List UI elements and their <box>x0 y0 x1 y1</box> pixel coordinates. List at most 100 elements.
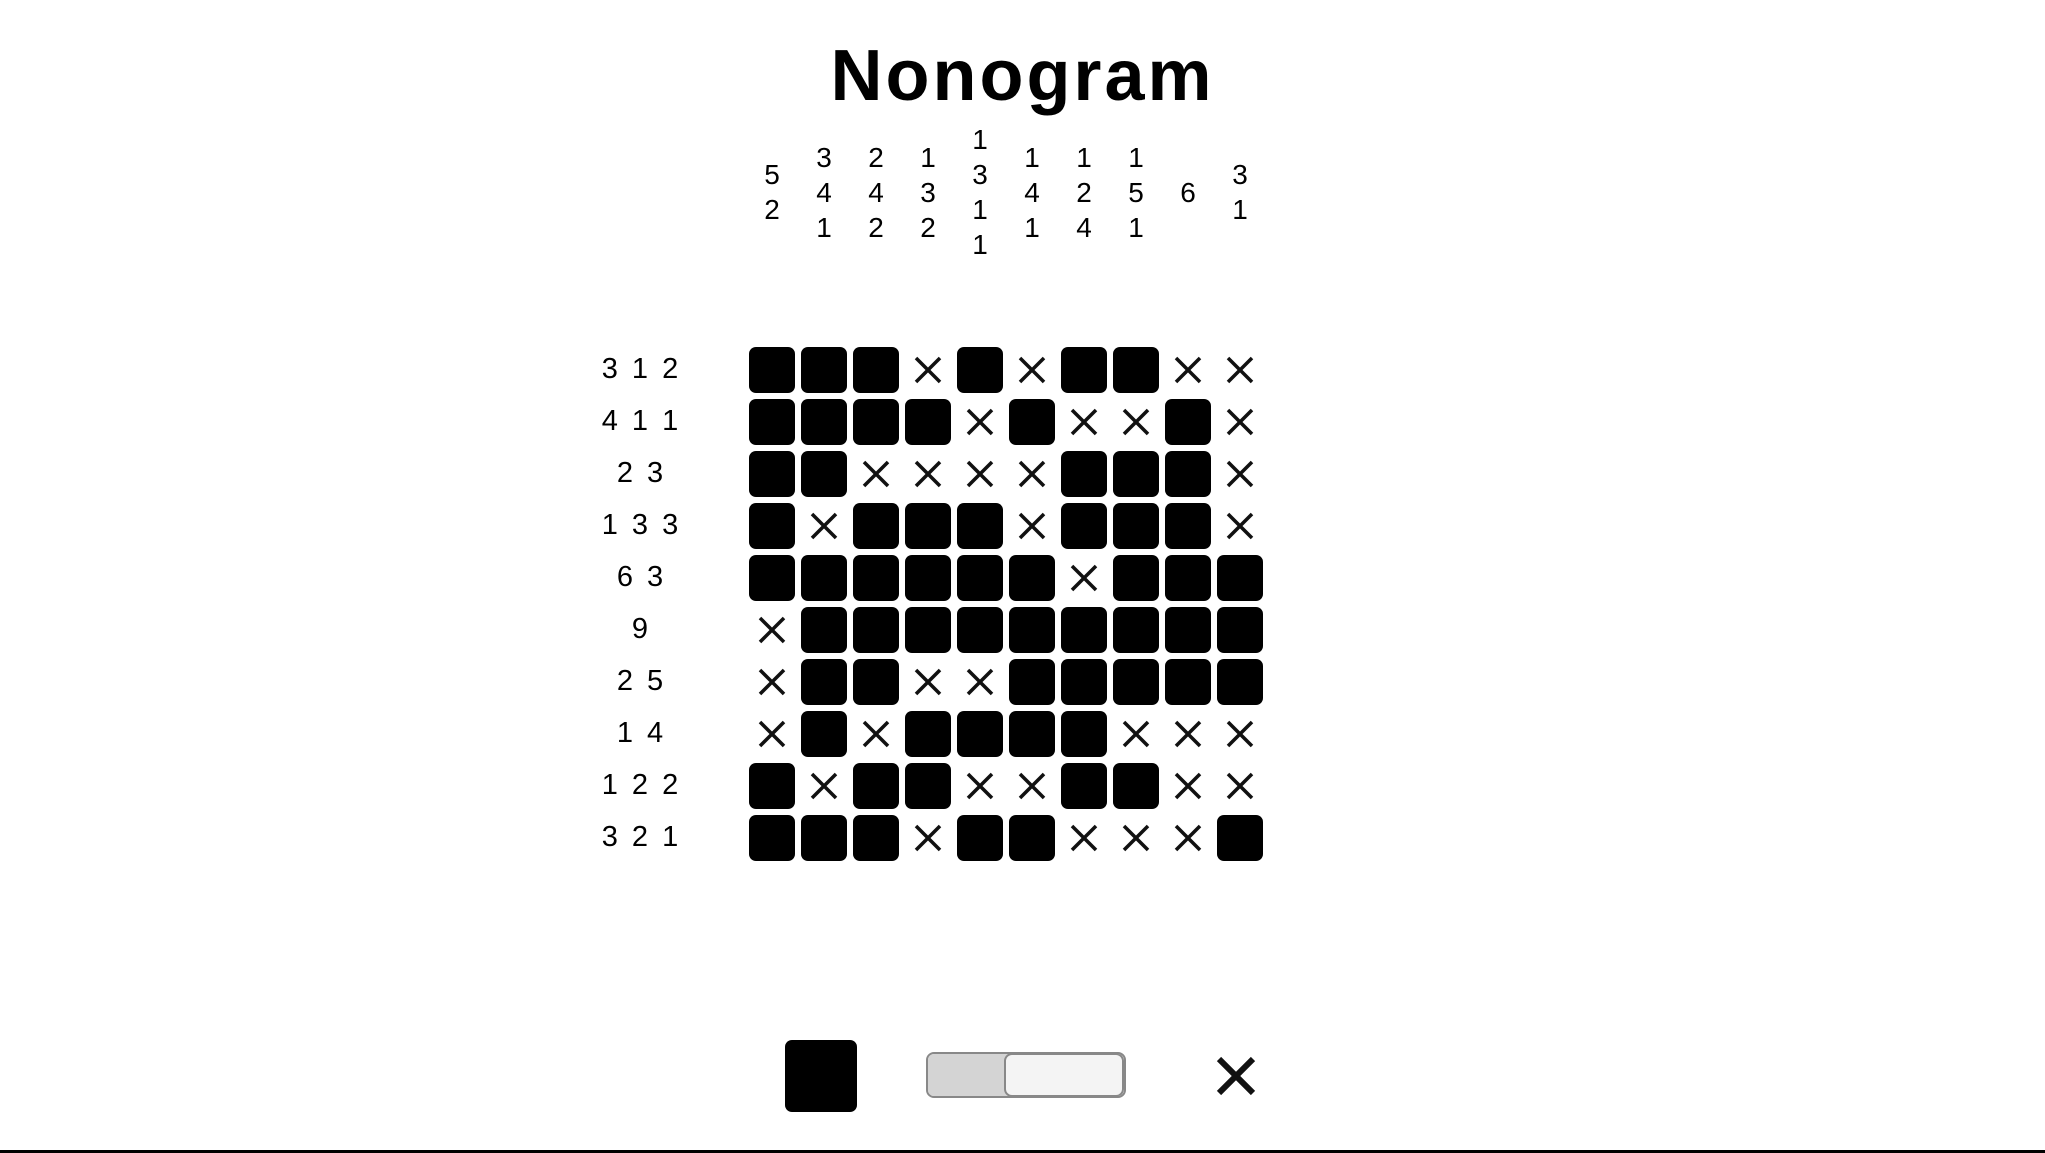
grid-cell-filled[interactable] <box>1162 448 1214 500</box>
grid-cell-filled[interactable] <box>746 760 798 812</box>
grid-cell-filled[interactable] <box>1162 656 1214 708</box>
grid-cell-filled[interactable] <box>1058 344 1110 396</box>
grid-cell-filled[interactable] <box>1162 396 1214 448</box>
grid-cell-crossed[interactable] <box>1006 344 1058 396</box>
grid-cell-filled[interactable] <box>1110 448 1162 500</box>
grid-cell-crossed[interactable] <box>1058 812 1110 864</box>
grid-cell-filled[interactable] <box>798 656 850 708</box>
grid-cell-filled[interactable] <box>850 604 902 656</box>
grid-cell-filled[interactable] <box>1110 552 1162 604</box>
mode-toggle[interactable] <box>926 1052 1126 1098</box>
grid-cell-filled[interactable] <box>850 552 902 604</box>
grid-cell-filled[interactable] <box>1006 812 1058 864</box>
grid-cell-filled[interactable] <box>746 552 798 604</box>
grid-cell-filled[interactable] <box>1162 604 1214 656</box>
grid-cell-filled[interactable] <box>1214 604 1266 656</box>
grid-cell-filled[interactable] <box>1110 604 1162 656</box>
grid-cell-crossed[interactable] <box>1162 708 1214 760</box>
grid-cell-filled[interactable] <box>746 500 798 552</box>
grid-cell-filled[interactable] <box>1110 760 1162 812</box>
grid-cell-crossed[interactable] <box>1162 760 1214 812</box>
grid-cell-filled[interactable] <box>902 500 954 552</box>
grid-cell-filled[interactable] <box>1110 500 1162 552</box>
grid-cell-filled[interactable] <box>798 552 850 604</box>
grid-cell-filled[interactable] <box>954 604 1006 656</box>
grid-cell-filled[interactable] <box>850 396 902 448</box>
grid-cell-crossed[interactable] <box>1006 448 1058 500</box>
grid-cell-crossed[interactable] <box>1214 708 1266 760</box>
grid-cell-crossed[interactable] <box>1110 708 1162 760</box>
grid-cell-crossed[interactable] <box>954 396 1006 448</box>
grid-cell-filled[interactable] <box>1006 604 1058 656</box>
grid-cell-filled[interactable] <box>954 812 1006 864</box>
grid-cell-filled[interactable] <box>954 552 1006 604</box>
grid-cell-crossed[interactable] <box>902 656 954 708</box>
grid-cell-filled[interactable] <box>850 812 902 864</box>
grid-cell-filled[interactable] <box>746 448 798 500</box>
grid-cell-filled[interactable] <box>902 396 954 448</box>
grid-cell-crossed[interactable] <box>1110 812 1162 864</box>
grid-cell-crossed[interactable] <box>1214 344 1266 396</box>
grid-cell-crossed[interactable] <box>902 344 954 396</box>
grid-cell-filled[interactable] <box>1058 500 1110 552</box>
grid-cell-crossed[interactable] <box>1214 396 1266 448</box>
grid-cell-filled[interactable] <box>1058 708 1110 760</box>
grid-cell-filled[interactable] <box>798 604 850 656</box>
grid-cell-filled[interactable] <box>746 396 798 448</box>
grid-cell-filled[interactable] <box>1006 708 1058 760</box>
grid-cell-filled[interactable] <box>1058 656 1110 708</box>
grid-cell-filled[interactable] <box>902 604 954 656</box>
fill-mode-button[interactable] <box>785 1040 857 1112</box>
grid-cell-crossed[interactable] <box>1006 760 1058 812</box>
grid-cell-filled[interactable] <box>902 552 954 604</box>
grid-cell-crossed[interactable] <box>798 500 850 552</box>
grid-cell-filled[interactable] <box>798 396 850 448</box>
grid-cell-filled[interactable] <box>1162 552 1214 604</box>
grid-cell-filled[interactable] <box>1006 552 1058 604</box>
grid-cell-crossed[interactable] <box>746 604 798 656</box>
grid-cell-filled[interactable] <box>1110 344 1162 396</box>
grid-cell-filled[interactable] <box>954 708 1006 760</box>
grid-cell-crossed[interactable] <box>850 448 902 500</box>
grid-cell-filled[interactable] <box>1214 812 1266 864</box>
grid-cell-filled[interactable] <box>798 344 850 396</box>
grid-cell-crossed[interactable] <box>1058 552 1110 604</box>
grid-cell-crossed[interactable] <box>1214 448 1266 500</box>
grid-cell-filled[interactable] <box>746 344 798 396</box>
grid-cell-crossed[interactable] <box>902 812 954 864</box>
grid-cell-filled[interactable] <box>798 812 850 864</box>
grid-cell-filled[interactable] <box>1110 656 1162 708</box>
grid-cell-crossed[interactable] <box>850 708 902 760</box>
grid-cell-crossed[interactable] <box>954 656 1006 708</box>
grid-cell-crossed[interactable] <box>902 448 954 500</box>
grid-cell-crossed[interactable] <box>1162 344 1214 396</box>
grid-cell-crossed[interactable] <box>954 760 1006 812</box>
grid-cell-filled[interactable] <box>1006 396 1058 448</box>
grid-cell-crossed[interactable] <box>1214 760 1266 812</box>
grid-cell-filled[interactable] <box>1214 552 1266 604</box>
grid-cell-filled[interactable] <box>798 708 850 760</box>
grid-cell-filled[interactable] <box>850 344 902 396</box>
grid-cell-filled[interactable] <box>1058 604 1110 656</box>
grid-cell-crossed[interactable] <box>1058 396 1110 448</box>
grid-cell-crossed[interactable] <box>798 760 850 812</box>
toggle-knob[interactable] <box>1004 1054 1124 1096</box>
grid-cell-filled[interactable] <box>902 760 954 812</box>
grid-cell-filled[interactable] <box>1006 656 1058 708</box>
grid-cell-filled[interactable] <box>954 344 1006 396</box>
grid-cell-crossed[interactable] <box>1006 500 1058 552</box>
grid-cell-crossed[interactable] <box>954 448 1006 500</box>
grid-cell-filled[interactable] <box>1058 760 1110 812</box>
grid-cell-filled[interactable] <box>1058 448 1110 500</box>
grid-cell-filled[interactable] <box>902 708 954 760</box>
grid-cell-filled[interactable] <box>954 500 1006 552</box>
grid-cell-filled[interactable] <box>1162 500 1214 552</box>
grid-cell-filled[interactable] <box>746 812 798 864</box>
grid-cell-filled[interactable] <box>850 500 902 552</box>
grid-cell-filled[interactable] <box>1214 656 1266 708</box>
grid-cell-crossed[interactable] <box>746 708 798 760</box>
grid-cell-crossed[interactable] <box>1162 812 1214 864</box>
cross-mode-button[interactable] <box>1214 1054 1258 1098</box>
grid-cell-filled[interactable] <box>850 656 902 708</box>
grid-cell-crossed[interactable] <box>1110 396 1162 448</box>
